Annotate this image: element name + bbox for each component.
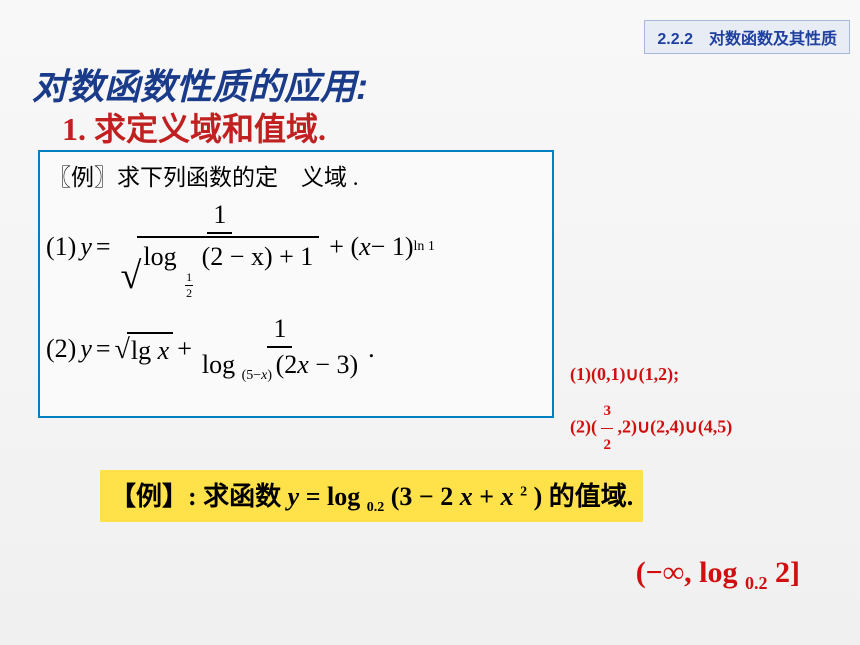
ex2-arg-close: ) bbox=[534, 482, 543, 511]
section-subtitle-text: 1. 求定义域和值域. bbox=[62, 111, 326, 147]
ex2-exp: 2 bbox=[520, 484, 527, 499]
answers-block: (1)(0,1)∪(1,2); (2)( 3 2 ,2)∪(2,4)∪(4,5) bbox=[570, 355, 732, 462]
f2-tail: . bbox=[368, 334, 375, 364]
f1-tail-open: + ( bbox=[329, 232, 359, 262]
f2-lg: lg bbox=[131, 336, 158, 365]
answer-2-frac: 3 2 bbox=[601, 395, 613, 462]
section-subtitle: 1. 求定义域和值域. bbox=[62, 104, 326, 150]
f2-sqrt-body: lg x bbox=[127, 332, 173, 366]
final-close: 2] bbox=[775, 556, 800, 589]
example-label: 〖例〗求下列函数的定 义域 . bbox=[48, 158, 544, 192]
ex2-post: 的值域. bbox=[549, 482, 634, 511]
f1-log: log bbox=[143, 242, 176, 271]
formula-2: (2) y = √ lg x + 1 log (5−x) (2x − 3) . bbox=[46, 314, 375, 384]
f2-lg-x: x bbox=[158, 336, 170, 365]
ex2-pre: 【例】: 求函数 bbox=[110, 482, 281, 511]
f2-y: y bbox=[80, 334, 92, 364]
final-open: (−∞, log bbox=[636, 556, 738, 589]
ex2-eq: = log bbox=[306, 482, 361, 511]
f2-log: log bbox=[202, 350, 235, 379]
f1-y: y bbox=[80, 232, 92, 262]
answer-2: (2)( 3 2 ,2)∪(2,4)∪(4,5) bbox=[570, 395, 732, 462]
ex2-x1: x bbox=[460, 482, 473, 511]
f1-denominator: √ log 1 2 (2 − x) + 1 bbox=[115, 234, 326, 295]
chapter-header-text: 2.2.2 对数函数及其性质 bbox=[657, 31, 837, 48]
f1-numerator: 1 bbox=[207, 200, 232, 234]
f1-exponent: ln 1 bbox=[414, 239, 435, 255]
ex2-x2: x bbox=[501, 482, 514, 511]
page-title-text: 对数函数性质的应用: bbox=[32, 66, 368, 107]
f2-plus: + bbox=[177, 334, 192, 364]
formula-1: (1) y = 1 √ log 1 2 (2 − x) + 1 bbox=[46, 200, 435, 295]
answer-1: (1)(0,1)∪(1,2); bbox=[570, 355, 732, 395]
f1-prefix: (1) bbox=[46, 232, 76, 262]
final-sub: 0.2 bbox=[745, 573, 768, 593]
example-box: 〖例〗求下列函数的定 义域 . (1) y = 1 √ log 1 2 (2 −… bbox=[38, 150, 554, 418]
f2-eq: = bbox=[96, 334, 111, 364]
f1-sqrt: √ log 1 2 (2 − x) + 1 bbox=[121, 236, 320, 291]
f1-fraction: 1 √ log 1 2 (2 − x) + 1 bbox=[115, 200, 326, 295]
f1-tail-x: x bbox=[359, 232, 371, 262]
example-2-highlight: 【例】: 求函数 y = log 0.2 (3 − 2 x + x 2 ) 的值… bbox=[100, 470, 643, 522]
f2-prefix: (2) bbox=[46, 334, 76, 364]
chapter-header: 2.2.2 对数函数及其性质 bbox=[644, 20, 850, 54]
f2-log-base: (5−x) bbox=[242, 368, 276, 383]
f2-denominator: log (5−x) (2x − 3) bbox=[196, 348, 364, 384]
f1-log-arg: (2 − x) + 1 bbox=[202, 242, 314, 271]
f1-eq: = bbox=[96, 232, 111, 262]
ex2-y: y bbox=[288, 482, 300, 511]
final-answer: (−∞, log 0.2 2] bbox=[636, 556, 800, 594]
f1-tail-close: − 1) bbox=[371, 232, 414, 262]
ex2-arg-open: (3 − 2 bbox=[391, 482, 453, 511]
page-title: 对数函数性质的应用: bbox=[32, 58, 368, 110]
f2-log-arg: (2x − 3) bbox=[276, 350, 359, 379]
f1-sqrt-body: log 1 2 (2 − x) + 1 bbox=[137, 236, 319, 291]
f2-numerator: 1 bbox=[267, 314, 292, 348]
f2-fraction: 1 log (5−x) (2x − 3) bbox=[196, 314, 364, 384]
f2-sqrt: √ lg x bbox=[115, 332, 174, 366]
ex2-base: 0.2 bbox=[367, 500, 385, 515]
ex2-mid: + bbox=[479, 482, 500, 511]
f1-log-base: 1 2 bbox=[185, 270, 193, 301]
